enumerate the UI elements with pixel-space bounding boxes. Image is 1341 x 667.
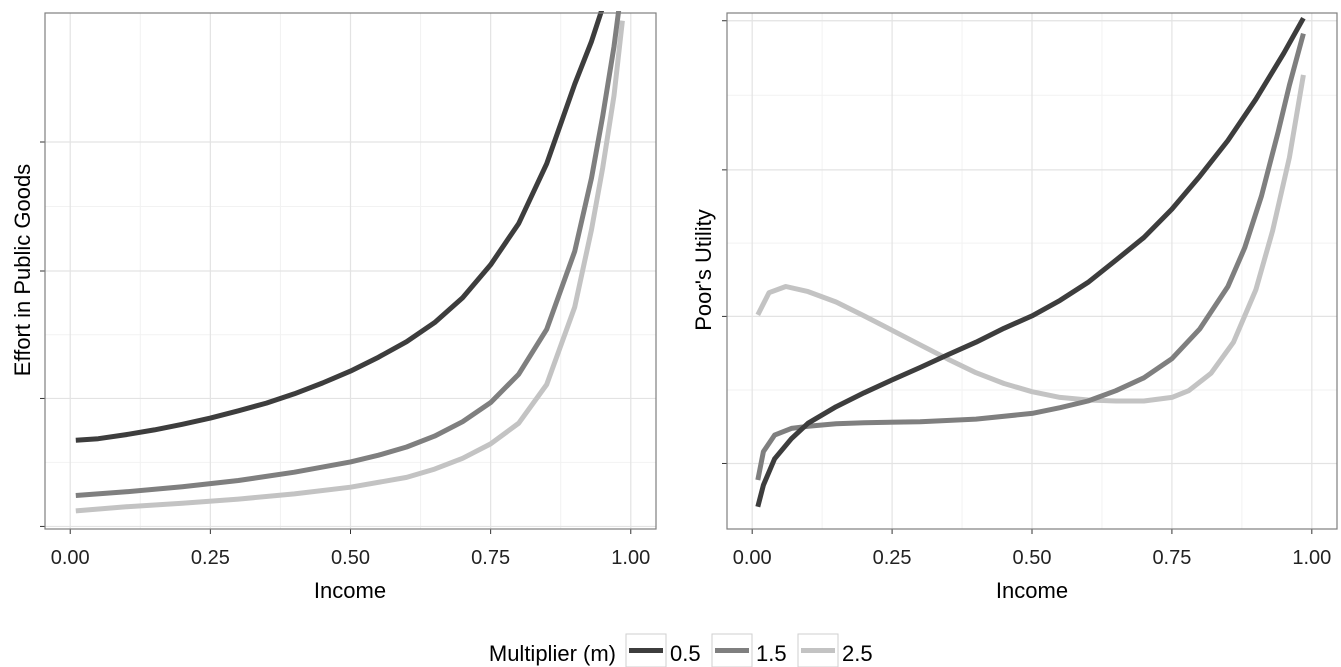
left-x-tick-label: 0.00 xyxy=(51,547,90,569)
legend-title: Multiplier (m) xyxy=(489,641,616,666)
legend-label-2-5: 2.5 xyxy=(842,641,873,666)
right-x-axis-title: Income xyxy=(996,578,1068,603)
right-panel-border xyxy=(726,12,1338,530)
left-x-axis-title: Income xyxy=(314,578,386,603)
right-x-tick-label: 0.50 xyxy=(1013,547,1052,569)
right-x-tick-label: 0.00 xyxy=(733,547,772,569)
right-x-tick-label: 0.75 xyxy=(1152,547,1191,569)
left-x-tick-label: 0.50 xyxy=(331,547,370,569)
right-series-line-2-5 xyxy=(755,74,1306,404)
left-y-axis-title: Effort in Public Goods xyxy=(10,164,35,376)
left-series-line-0-5 xyxy=(75,11,605,443)
legend-label-1-5: 1.5 xyxy=(756,641,787,666)
right-series-line-1-5 xyxy=(755,32,1306,481)
left-x-tick-label: 0.25 xyxy=(191,547,230,569)
legend-label-0-5: 0.5 xyxy=(670,641,701,666)
right-x-tick-label: 0.25 xyxy=(873,547,912,569)
left-series-line-1-5 xyxy=(75,11,622,498)
left-panel: 0.00 0.25 0.50 0.75 1.00 xyxy=(40,11,657,569)
left-series-line-2-5 xyxy=(75,20,625,514)
right-y-axis-title: Poor's Utility xyxy=(691,209,716,331)
right-x-tick-label: 1.00 xyxy=(1292,547,1331,569)
left-x-tick-label: 1.00 xyxy=(611,547,650,569)
right-panel: 0.00 0.25 0.50 0.75 1.00 xyxy=(722,12,1338,569)
legend: Multiplier (m) 0.5 1.5 2.5 xyxy=(489,633,873,667)
right-series-line-0-5 xyxy=(755,16,1306,508)
left-x-tick-label: 0.75 xyxy=(471,547,510,569)
left-panel-border xyxy=(44,12,657,530)
